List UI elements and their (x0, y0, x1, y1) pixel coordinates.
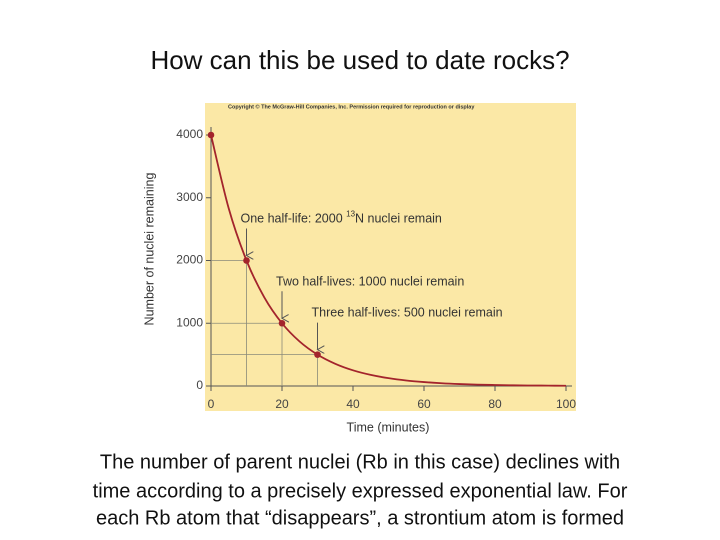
caption-line: The number of parent nuclei (Rb in this … (100, 451, 620, 473)
annotation-text: N nuclei remain (355, 212, 442, 226)
half-life-point (314, 351, 321, 358)
half-life-point (243, 257, 250, 264)
x-axis-label: Time (minutes) (347, 420, 430, 434)
caption-line: time according to a precisely expressed … (93, 480, 628, 502)
y-tick-label: 3000 (176, 190, 203, 204)
x-tick-label: 40 (346, 397, 360, 411)
decay-curve (210, 134, 567, 387)
x-tick-label: 80 (488, 397, 502, 411)
y-tick-label: 4000 (176, 127, 203, 141)
y-axis-label: Number of nuclei remaining (142, 173, 156, 326)
y-tick-label: 0 (196, 378, 203, 392)
annotation-text: Two half-lives: 1000 nuclei remain (276, 275, 464, 289)
annotation-text: One half-life: 2000 (241, 212, 347, 226)
plot-background (205, 103, 576, 411)
caption-line: each Rb atom that “disappears”, a stront… (96, 507, 624, 529)
half-life-point (207, 131, 215, 139)
y-tick-label: 2000 (176, 253, 203, 267)
annotation-superscript: 13 (346, 210, 355, 219)
annotation: Three half-lives: 500 nuclei remain (312, 306, 503, 320)
x-tick-label: 0 (208, 397, 215, 411)
x-tick-label: 20 (275, 397, 289, 411)
x-tick-label: 60 (417, 397, 431, 411)
annotation-text: Three half-lives: 500 nuclei remain (312, 306, 503, 320)
half-life-point (278, 319, 286, 327)
annotation: Two half-lives: 1000 nuclei remain (276, 275, 464, 289)
x-tick-label: 100 (556, 397, 576, 411)
copyright: Copyright © The McGraw-Hill Companies, I… (228, 103, 475, 110)
y-tick-label: 1000 (176, 315, 203, 329)
slide-title: How can this be used to date rocks? (150, 45, 569, 75)
annotation: One half-life: 2000 13N nuclei remain (241, 210, 442, 226)
